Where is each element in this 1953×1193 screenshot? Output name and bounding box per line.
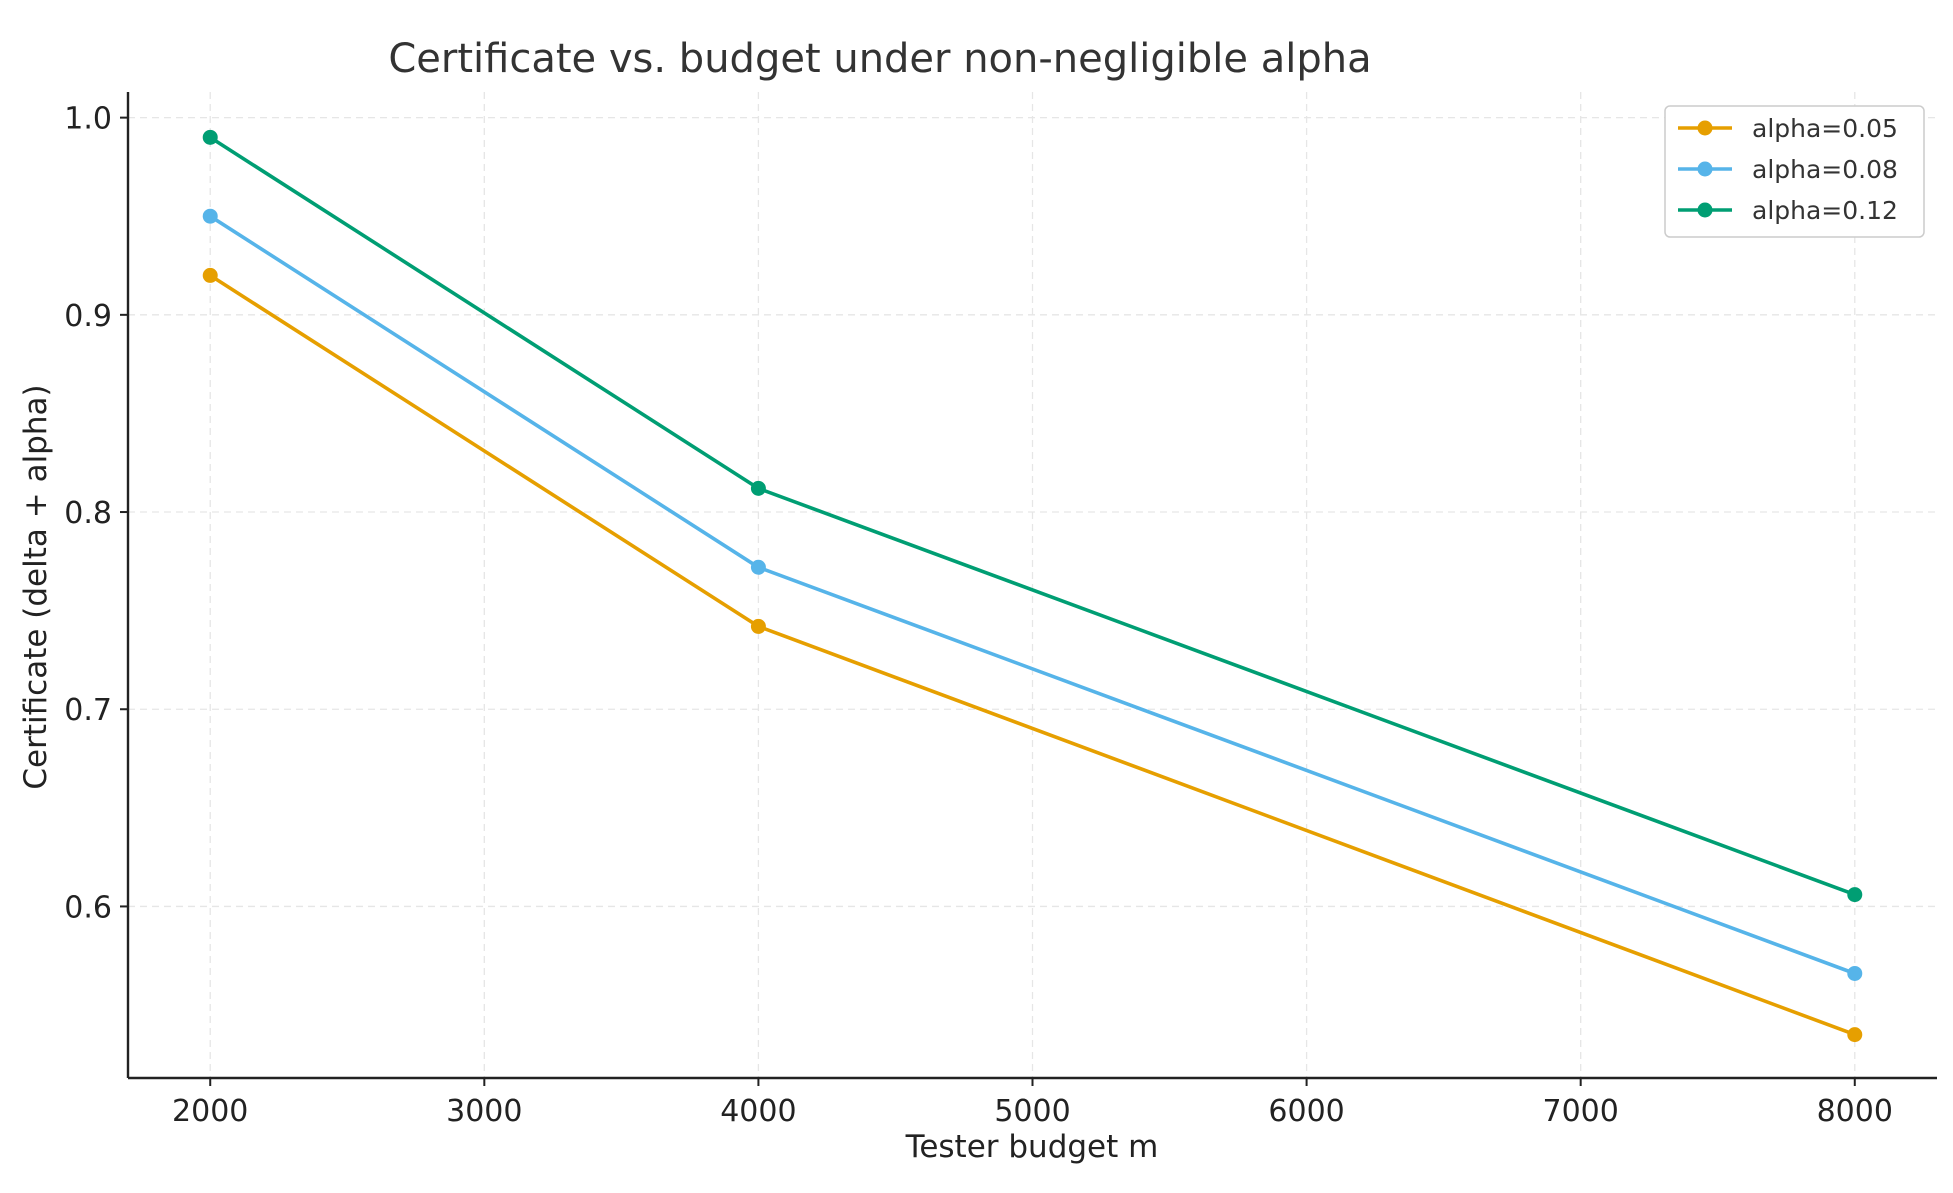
- x-tick-label: 6000: [1268, 1094, 1344, 1129]
- data-point: [1847, 887, 1863, 903]
- grid: [128, 92, 1937, 1078]
- legend-box: [1664, 105, 1925, 238]
- legend-marker: [1697, 202, 1713, 218]
- legend: alpha=0.05 alpha=0.08 alpha=0.12: [1664, 105, 1925, 238]
- x-ticks: 2000 3000 4000 5000 6000 7000 8000: [172, 1078, 1893, 1129]
- y-tick-label: 0.7: [64, 693, 112, 728]
- data-point: [202, 129, 218, 145]
- y-tick-label: 0.9: [64, 299, 112, 334]
- y-ticks: 0.6 0.7 0.8 0.9 1.0: [64, 102, 128, 925]
- x-tick-label: 7000: [1543, 1094, 1619, 1129]
- y-tick-label: 1.0: [64, 102, 112, 137]
- chart-title: Certificate vs. budget under non-negligi…: [388, 36, 1371, 82]
- x-tick-label: 8000: [1817, 1094, 1893, 1129]
- legend-marker: [1697, 161, 1713, 177]
- legend-label: alpha=0.08: [1752, 155, 1898, 184]
- data-point: [750, 559, 766, 575]
- y-axis-label: Certificate (delta + alpha): [18, 384, 54, 789]
- data-point: [750, 618, 766, 634]
- y-tick-label: 0.6: [64, 890, 112, 925]
- data-point: [1847, 965, 1863, 981]
- series-lines: [202, 129, 1863, 1043]
- data-point: [750, 480, 766, 496]
- data-point: [202, 267, 218, 283]
- x-tick-label: 4000: [720, 1094, 796, 1129]
- legend-label: alpha=0.05: [1752, 114, 1898, 143]
- x-axis-label: Tester budget m: [905, 1129, 1159, 1165]
- x-tick-label: 2000: [172, 1094, 248, 1129]
- x-tick-label: 5000: [994, 1094, 1070, 1129]
- legend-marker: [1697, 120, 1713, 136]
- data-point: [202, 208, 218, 224]
- x-tick-label: 3000: [446, 1094, 522, 1129]
- legend-label: alpha=0.12: [1752, 196, 1898, 225]
- y-tick-label: 0.8: [64, 496, 112, 531]
- data-point: [1847, 1027, 1863, 1043]
